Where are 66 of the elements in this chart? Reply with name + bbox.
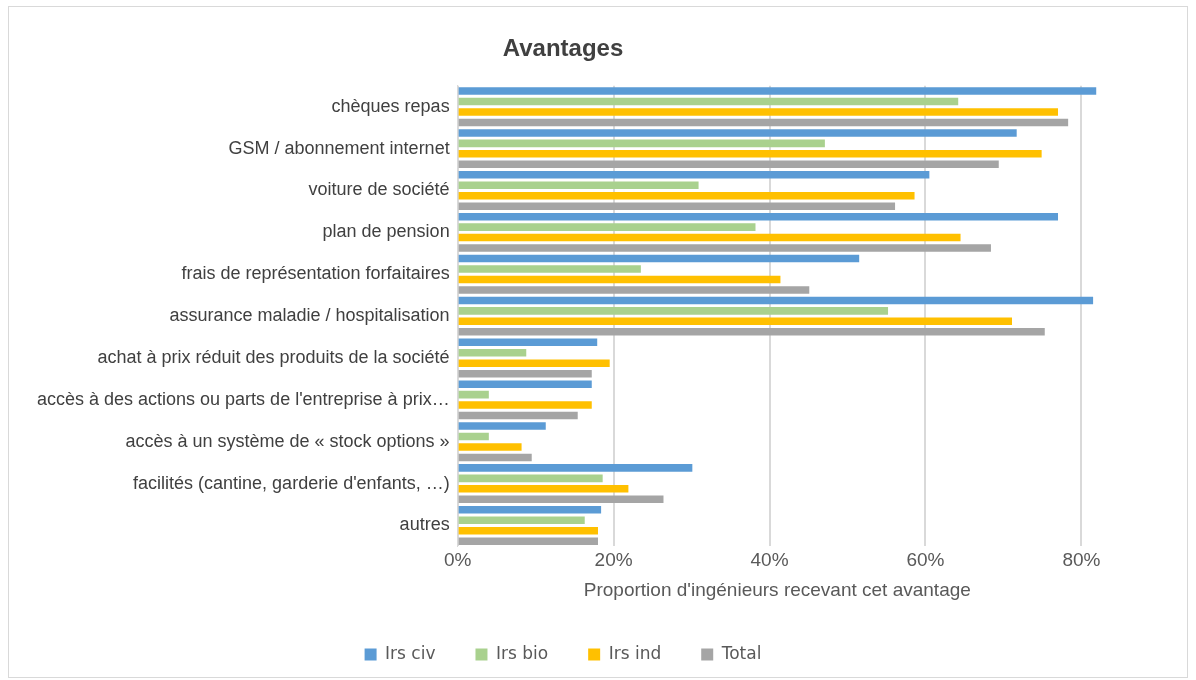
- bar: [458, 118, 1069, 127]
- x-tick-label: 40%: [750, 549, 789, 571]
- y-tick-label: facilités (cantine, garderie d'enfants, …): [133, 472, 450, 493]
- bar: [458, 348, 527, 357]
- y-tick-label: assurance maladie / hospitalisation: [169, 305, 450, 326]
- bar: [458, 233, 961, 242]
- bar: [458, 265, 641, 273]
- bar: [458, 181, 699, 190]
- bar: [458, 422, 546, 430]
- bar: [458, 390, 489, 399]
- bar: [458, 202, 896, 210]
- bar: [458, 359, 610, 367]
- bar: [458, 328, 1045, 336]
- legend-label: Irs civ: [385, 642, 436, 663]
- bar: [458, 212, 1059, 221]
- bar: [458, 191, 915, 200]
- y-tick-label: frais de représentation forfaitaires: [181, 263, 450, 284]
- y-tick-label: accès à un système de « stock options »: [125, 430, 450, 451]
- bar: [458, 275, 781, 284]
- bar: [458, 150, 1042, 158]
- y-tick-label: GSM / abonnement internet: [228, 137, 450, 158]
- bar: [458, 254, 860, 263]
- bar: [458, 401, 592, 409]
- legend-label: Irs bio: [495, 642, 549, 663]
- bar: [458, 338, 598, 347]
- chart-title: Avantages: [502, 34, 624, 62]
- bar: [458, 97, 959, 106]
- y-tick-label: plan de pension: [322, 221, 450, 242]
- y-tick-label: chèques repas: [331, 95, 450, 116]
- legend-label: Total: [720, 642, 762, 663]
- bar: [458, 526, 598, 535]
- bar: [458, 516, 585, 524]
- bar: [458, 223, 756, 231]
- bar: [458, 160, 999, 169]
- y-tick-label: autres: [399, 514, 450, 535]
- x-axis-title: Proportion d'ingénieurs recevant cet avantage: [583, 578, 971, 600]
- bar: [458, 505, 602, 514]
- bar: [458, 139, 825, 148]
- bar: [458, 87, 1097, 95]
- bar: [458, 411, 578, 420]
- bar: [458, 307, 889, 315]
- bar: [458, 485, 629, 493]
- bar: [458, 296, 1094, 305]
- bar: [458, 171, 930, 179]
- bar: [458, 108, 1059, 116]
- bar: [458, 244, 991, 252]
- legend-label: Irs ind: [608, 642, 662, 663]
- bar: [458, 317, 1013, 326]
- y-tick-label: accès à des actions ou parts de l'entreprise à prix…: [36, 388, 450, 409]
- y-tick-label: achat à prix réduit des produits de la société: [97, 346, 450, 367]
- bar: [458, 443, 522, 451]
- bar: [458, 537, 598, 545]
- x-tick-label: 60%: [906, 549, 945, 571]
- x-tick-label: 20%: [594, 549, 633, 571]
- bar: [458, 495, 664, 504]
- bar: [458, 369, 592, 378]
- x-tick-label: 80%: [1062, 549, 1101, 571]
- x-tick-label: 0%: [443, 549, 472, 571]
- bar: [458, 432, 489, 441]
- bar: [458, 286, 810, 294]
- bar: [458, 474, 603, 483]
- y-tick-label: voiture de société: [308, 179, 450, 200]
- bar: [458, 380, 592, 388]
- bar: [458, 464, 693, 472]
- bar: [458, 129, 1017, 137]
- bar: [458, 453, 532, 462]
